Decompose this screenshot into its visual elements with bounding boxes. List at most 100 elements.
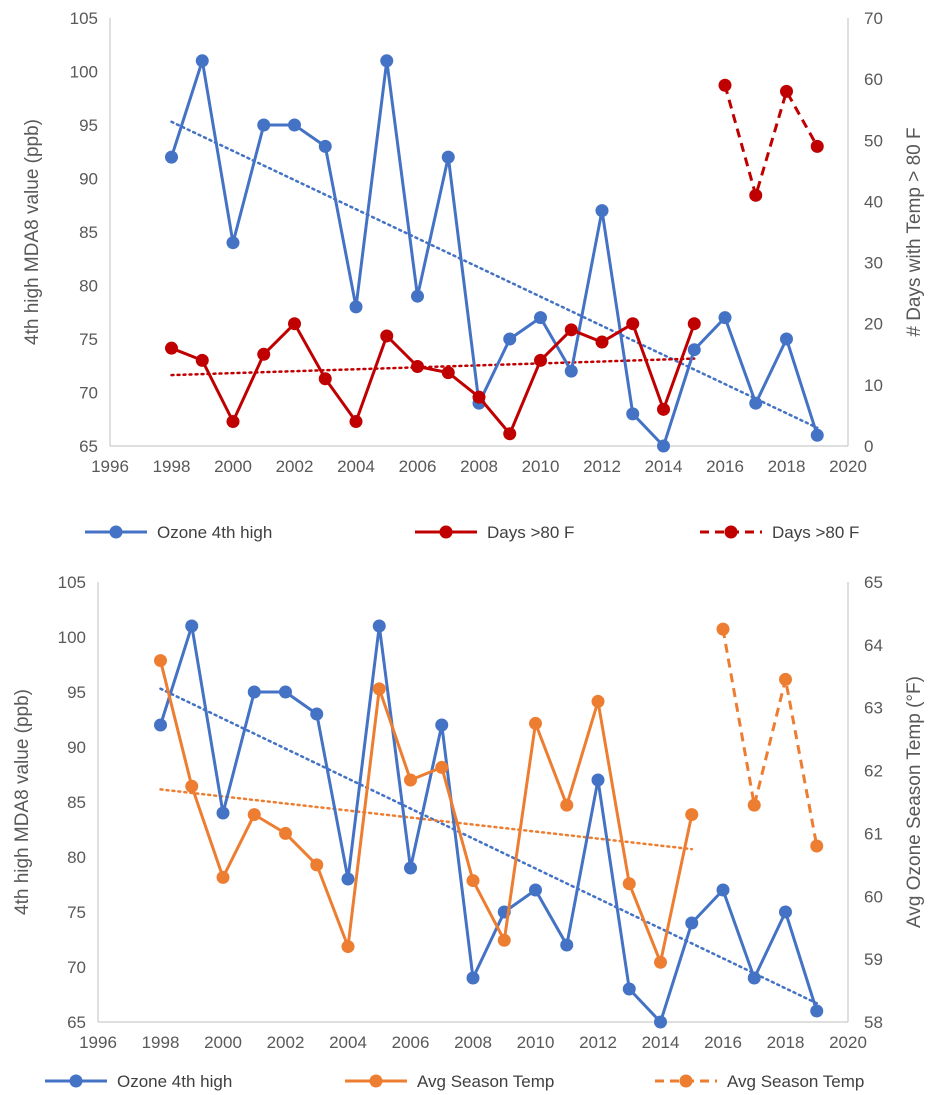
data-point: [591, 773, 605, 787]
trendline: [170, 120, 819, 430]
data-point: [435, 760, 449, 774]
data-point: [380, 54, 394, 68]
data-point: [310, 858, 324, 872]
data-point: [810, 139, 824, 153]
x-tick-label: 1998: [142, 1033, 180, 1052]
legend-marker: [679, 1074, 693, 1088]
data-point: [749, 188, 763, 202]
y2-tick-label: 10: [864, 376, 883, 395]
data-point: [195, 353, 209, 367]
legend-label: Days >80 F: [772, 523, 859, 542]
data-point: [154, 718, 167, 732]
y-tick-label: 70: [67, 958, 86, 977]
y2-tick-label: 59: [864, 950, 883, 969]
data-point: [466, 971, 480, 985]
x-tick-label: 1996: [91, 457, 129, 476]
data-point: [657, 439, 670, 453]
data-point: [654, 1015, 667, 1029]
data-point: [560, 938, 574, 952]
y2-tick-label: 30: [864, 254, 883, 273]
x-tick-label: 2002: [276, 457, 314, 476]
data-point: [154, 654, 167, 668]
data-point: [529, 716, 542, 730]
data-point: [257, 347, 271, 361]
data-point: [534, 311, 547, 325]
y-tick-label: 95: [79, 116, 98, 135]
data-point: [165, 341, 178, 355]
data-point: [810, 839, 824, 853]
data-point: [226, 236, 240, 250]
data-point: [279, 826, 292, 840]
data-point: [310, 707, 324, 721]
x-tick-label: 2020: [829, 1033, 867, 1052]
data-point: [780, 84, 793, 98]
series-line: [159, 660, 694, 964]
legend-item: Avg Season Temp: [655, 1072, 864, 1091]
y-tick-label: 100: [58, 628, 86, 647]
data-point: [411, 289, 424, 303]
data-point: [349, 415, 363, 429]
data-point: [716, 883, 730, 897]
x-tick-label: 2000: [204, 1033, 242, 1052]
legend-marker: [69, 1074, 83, 1088]
y2-axis-title: # Days with Temp > 80 F: [904, 127, 925, 336]
data-point: [318, 372, 332, 386]
data-point: [216, 870, 230, 884]
y-axis-title: 4th high MDA8 value (ppb): [22, 119, 43, 345]
y-axis-title: 4th high MDA8 value (ppb): [12, 689, 33, 915]
data-point: [318, 139, 332, 153]
data-point: [503, 427, 517, 441]
y-tick-label: 100: [70, 63, 98, 82]
data-point: [165, 150, 178, 164]
data-point: [654, 955, 667, 969]
y-tick-label: 65: [67, 1013, 86, 1032]
data-point: [716, 622, 730, 636]
series-line: [721, 628, 819, 847]
y-tick-label: 70: [79, 384, 98, 403]
x-tick-label: 2018: [767, 1033, 805, 1052]
legend-marker: [369, 1074, 383, 1088]
data-point: [685, 808, 699, 822]
y2-tick-label: 50: [864, 131, 883, 150]
legend-marker: [109, 525, 123, 539]
y2-axis-title: Avg Ozone Season Temp (°F): [904, 676, 925, 928]
y-tick-label: 75: [67, 903, 86, 922]
data-point: [687, 343, 701, 357]
legend-label: Ozone 4th high: [117, 1072, 232, 1091]
x-tick-label: 2010: [517, 1033, 555, 1052]
y2-tick-label: 61: [864, 824, 883, 843]
data-point: [749, 396, 763, 410]
y-tick-label: 85: [67, 793, 86, 812]
data-point: [622, 877, 636, 891]
y-tick-label: 105: [58, 573, 86, 592]
x-tick-label: 2006: [392, 1033, 430, 1052]
y-tick-label: 105: [70, 9, 98, 28]
data-point: [560, 798, 574, 812]
data-point: [247, 685, 261, 699]
data-point: [810, 1004, 824, 1018]
x-tick-label: 2018: [768, 457, 806, 476]
chart-2: 1996 1998 2000 2002 2004 2006 2008 2010 2012 2014…: [12, 573, 925, 1091]
data-point: [564, 364, 578, 378]
series-line: [159, 624, 819, 1024]
series-line: [170, 322, 696, 436]
data-point: [411, 360, 424, 374]
x-tick-label: 2006: [399, 457, 437, 476]
data-point: [595, 335, 609, 349]
data-point: [687, 317, 701, 331]
data-point: [779, 672, 792, 686]
data-point: [435, 718, 449, 732]
x-tick-label: 2012: [583, 457, 621, 476]
x-tick-label: 2000: [214, 457, 252, 476]
x-tick-label: 2020: [829, 457, 867, 476]
x-tick-label: 2014: [642, 1033, 680, 1052]
data-point: [257, 118, 271, 132]
data-point: [349, 300, 363, 314]
data-point: [718, 311, 732, 325]
legend-item: Avg Season Temp: [345, 1072, 554, 1091]
x-tick-label: 2004: [337, 457, 375, 476]
y2-tick-label: 70: [864, 9, 883, 28]
legend-item: Days >80 F: [700, 523, 859, 542]
data-point: [441, 366, 455, 380]
